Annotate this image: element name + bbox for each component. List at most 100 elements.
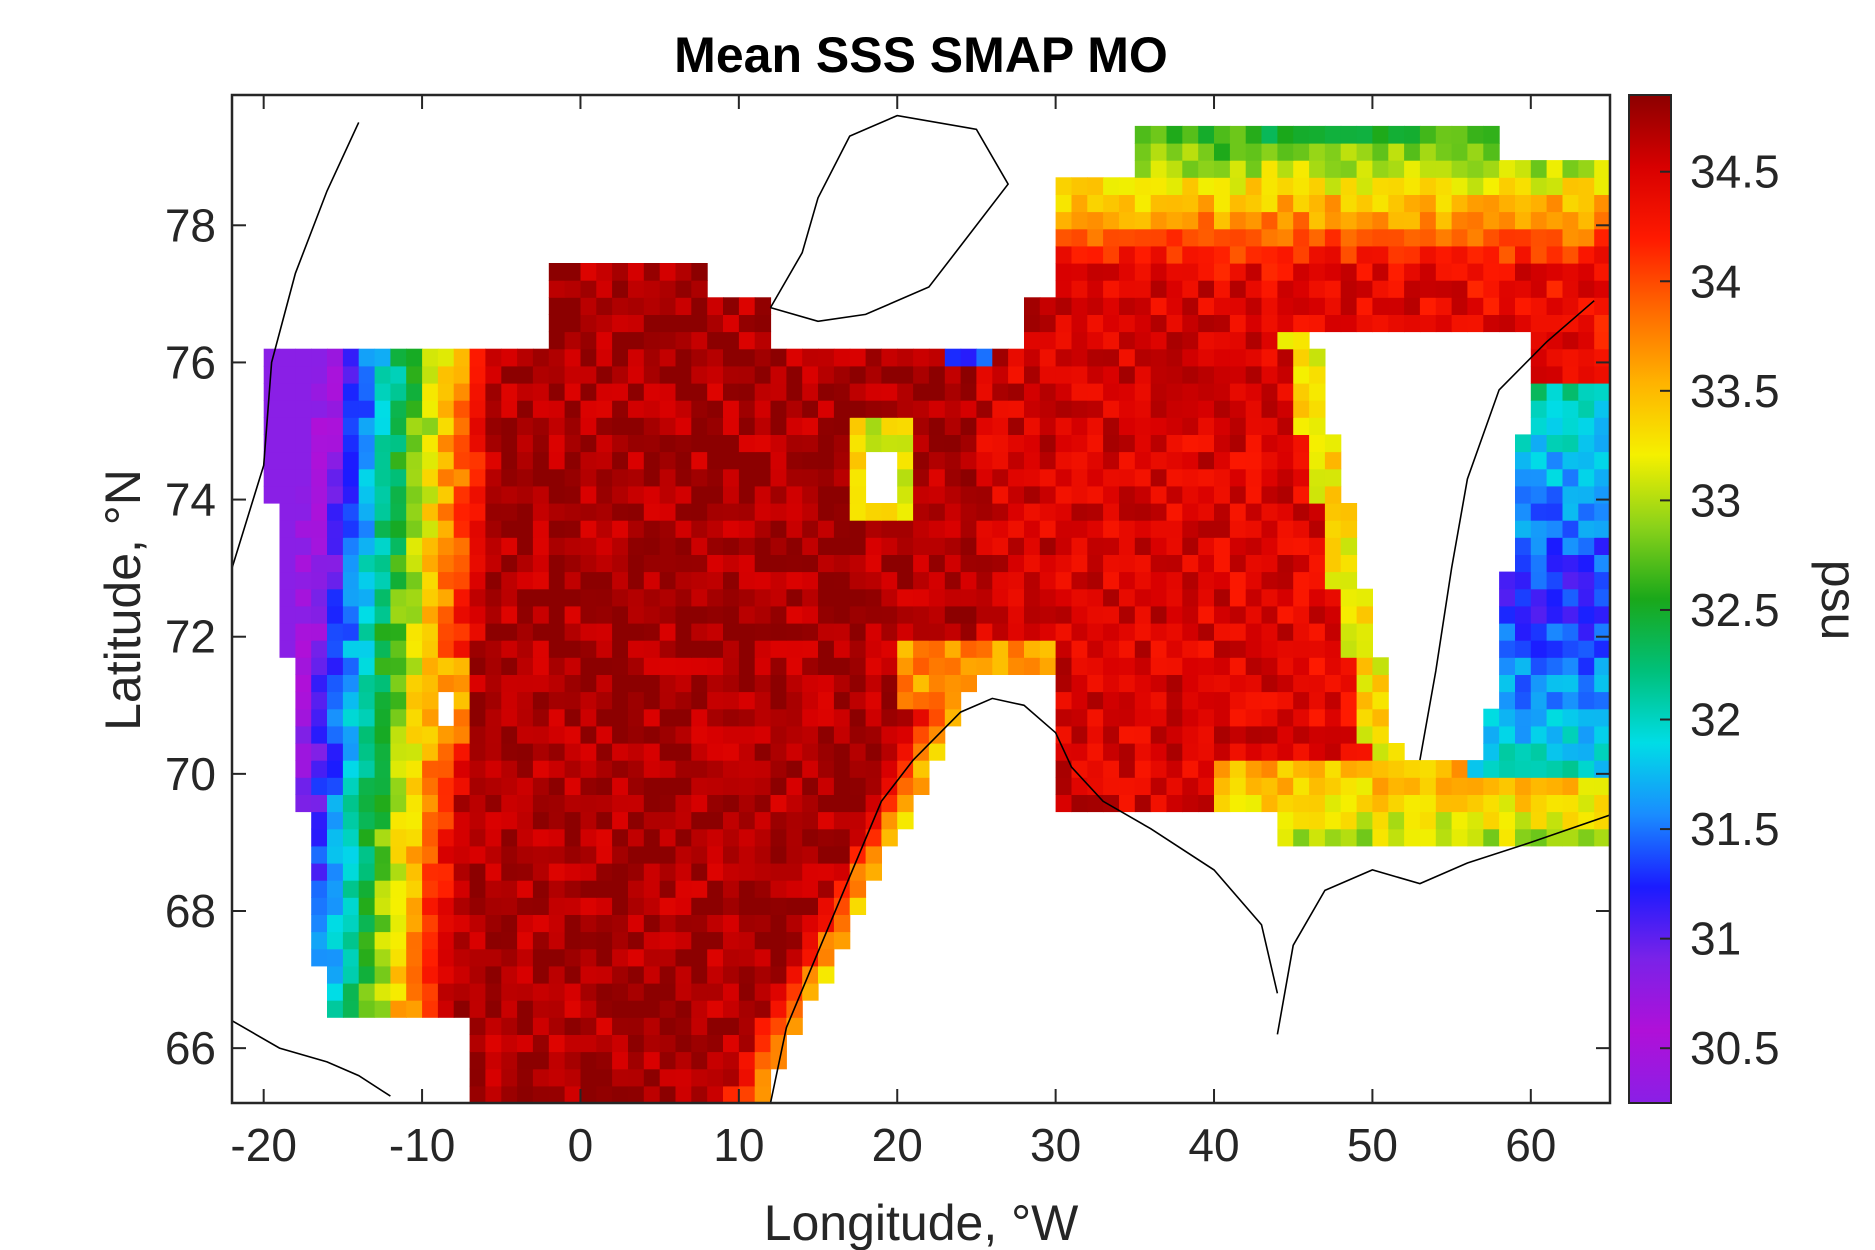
salinity-cell: [1356, 743, 1373, 761]
salinity-cell: [1182, 777, 1199, 795]
salinity-cell: [1071, 691, 1088, 710]
salinity-cell: [358, 965, 376, 984]
salinity-cell: [1071, 554, 1088, 573]
salinity-cell: [453, 931, 471, 950]
salinity-cell: [754, 828, 772, 847]
salinity-cell: [485, 760, 502, 778]
salinity-cell: [1150, 297, 1168, 315]
salinity-cell: [596, 520, 613, 538]
salinity-cell: [406, 348, 423, 367]
salinity-cell: [1293, 588, 1310, 607]
salinity-cell: [390, 743, 407, 761]
salinity-cell: [1198, 657, 1215, 675]
salinity-cell: [1594, 760, 1610, 778]
salinity-cell: [564, 434, 581, 453]
salinity-cell: [738, 554, 756, 573]
salinity-cell: [691, 725, 708, 744]
salinity-cell: [1340, 143, 1358, 161]
salinity-cell: [1435, 143, 1453, 161]
salinity-cell: [580, 897, 597, 915]
salinity-cell: [628, 451, 645, 470]
salinity-cell: [1293, 760, 1310, 778]
salinity-cell: [532, 623, 550, 641]
salinity-cell: [849, 828, 867, 847]
salinity-cell: [1245, 640, 1263, 658]
salinity-cell: [1055, 434, 1072, 453]
salinity-cell: [976, 451, 993, 470]
salinity-cell: [1039, 331, 1057, 350]
salinity-cell: [707, 897, 724, 915]
salinity-cell: [311, 348, 328, 367]
salinity-cell: [675, 760, 692, 778]
salinity-cell: [691, 777, 708, 795]
salinity-cell: [723, 1017, 740, 1035]
salinity-cell: [612, 863, 629, 881]
x-tick-label: 0: [568, 1119, 594, 1171]
salinity-cell: [485, 588, 502, 607]
salinity-cell: [612, 760, 629, 778]
salinity-cell: [1467, 828, 1484, 847]
salinity-cell: [1309, 588, 1326, 607]
salinity-cell: [1024, 571, 1041, 590]
salinity-cell: [928, 417, 946, 435]
salinity-cell: [675, 708, 692, 727]
salinity-cell: [1419, 794, 1437, 813]
salinity-cell: [1198, 605, 1215, 624]
salinity-cell: [1515, 605, 1532, 624]
salinity-cell: [849, 845, 867, 864]
salinity-cell: [723, 811, 740, 830]
salinity-cell: [691, 417, 708, 435]
salinity-cell: [501, 914, 518, 933]
salinity-cell: [691, 880, 708, 898]
salinity-cell: [469, 640, 486, 658]
salinity-cell: [770, 777, 787, 795]
salinity-cell: [1103, 743, 1120, 761]
salinity-cell: [453, 588, 471, 607]
salinity-cell: [770, 794, 787, 813]
salinity-cell: [1324, 314, 1342, 333]
salinity-cell: [1530, 245, 1548, 264]
salinity-cell: [691, 863, 708, 881]
salinity-cell: [390, 708, 407, 727]
salinity-cell: [1071, 623, 1088, 641]
salinity-cell: [532, 725, 550, 744]
salinity-cell: [833, 640, 851, 658]
salinity-cell: [406, 863, 423, 881]
salinity-cell: [517, 674, 534, 693]
salinity-cell: [596, 331, 613, 350]
salinity-cell: [1293, 640, 1310, 658]
salinity-cell: [342, 725, 360, 744]
salinity-cell: [976, 485, 993, 504]
salinity-cell: [580, 691, 597, 710]
salinity-cell: [1546, 674, 1563, 693]
salinity-cell: [691, 503, 708, 521]
salinity-cell: [1309, 657, 1326, 675]
salinity-cell: [612, 1034, 629, 1053]
salinity-cell: [1008, 605, 1025, 624]
salinity-cell: [358, 777, 376, 795]
salinity-cell: [1119, 520, 1136, 538]
salinity-cell: [1039, 314, 1057, 333]
salinity-cell: [1071, 400, 1088, 418]
salinity-cell: [327, 863, 344, 881]
salinity-cell: [1594, 554, 1610, 573]
salinity-cell: [469, 485, 486, 504]
salinity-cell: [1134, 365, 1152, 384]
salinity-cell: [833, 931, 851, 950]
salinity-cell: [928, 554, 946, 573]
salinity-cell: [1229, 725, 1247, 744]
colorbar-frame: [1628, 94, 1672, 1104]
salinity-cell: [1277, 657, 1294, 675]
salinity-cell: [485, 1000, 502, 1018]
salinity-cell: [1214, 125, 1231, 144]
salinity-cell: [1309, 468, 1326, 487]
salinity-cell: [1166, 674, 1183, 693]
salinity-cell: [1229, 468, 1247, 487]
salinity-cell: [659, 417, 677, 435]
salinity-cell: [1087, 417, 1104, 435]
salinity-cell: [548, 1085, 566, 1103]
salinity-cell: [754, 897, 772, 915]
salinity-cell: [596, 451, 613, 470]
salinity-cell: [1562, 588, 1579, 607]
salinity-cell: [897, 777, 914, 795]
